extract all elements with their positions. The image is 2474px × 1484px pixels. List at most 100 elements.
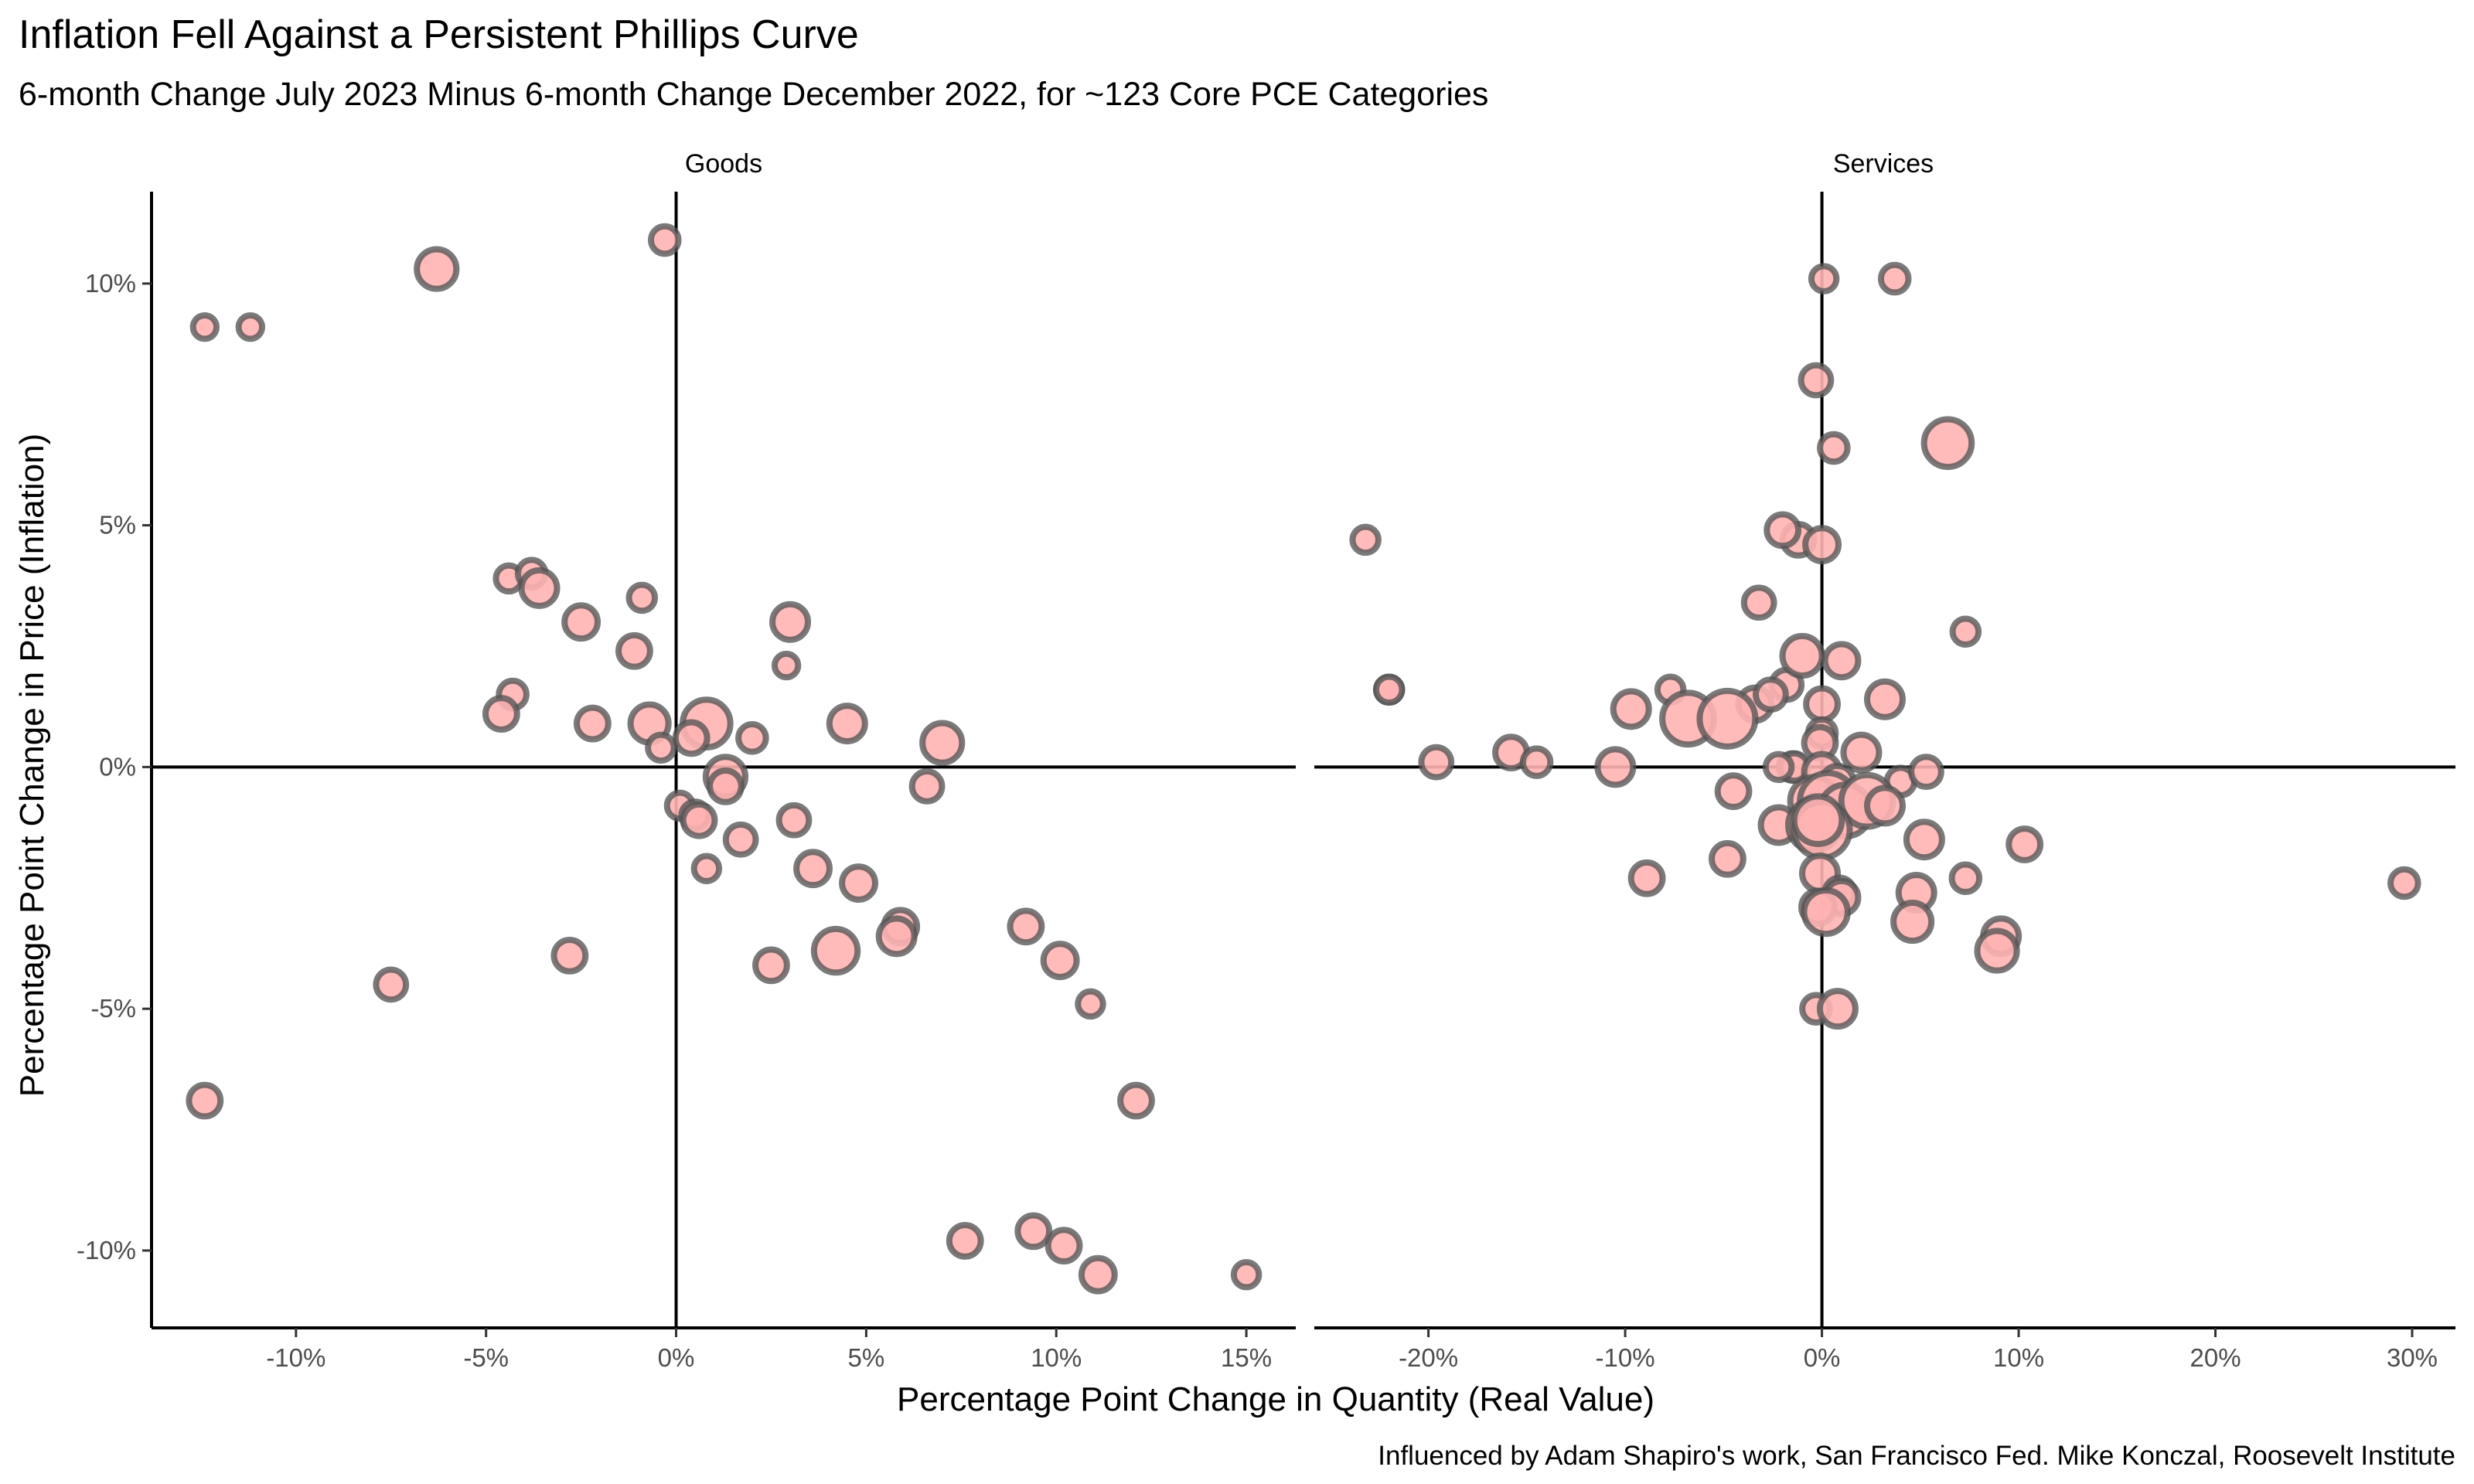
data-point	[2005, 825, 2044, 863]
data-point	[1840, 731, 1883, 774]
data-point	[722, 821, 759, 858]
panel-label-services: Services	[1833, 149, 1934, 179]
data-point	[1519, 745, 1554, 779]
data-point	[875, 915, 918, 958]
data-point	[186, 1081, 224, 1120]
data-point	[645, 731, 677, 764]
data-point	[769, 601, 812, 643]
x-tick-label: 0%	[658, 1343, 695, 1372]
data-point	[1627, 859, 1666, 897]
data-point	[1117, 1081, 1155, 1120]
x-tick-label: 0%	[1804, 1343, 1841, 1372]
data-point	[1594, 746, 1637, 788]
chart-subtitle: 6-month Change July 2023 Minus 6-month C…	[19, 76, 1488, 113]
data-point	[1817, 431, 1851, 465]
data-point	[1974, 928, 2020, 974]
data-point	[1802, 525, 1842, 565]
panel-services: -20% -10% 0% 10% 20% 30%	[1314, 192, 2455, 1372]
data-point	[908, 768, 946, 805]
data-point	[752, 946, 790, 985]
data-point	[1864, 785, 1906, 827]
x-tick-label: -20%	[1399, 1343, 1458, 1372]
data-point	[1791, 793, 1845, 847]
data-point	[1948, 861, 1983, 896]
panel-label-goods: Goods	[685, 149, 762, 179]
x-tick-label: -10%	[1596, 1343, 1655, 1372]
y-axis-title: Percentage Point Change in Price (Inflat…	[13, 434, 51, 1098]
y-tick-label: -5%	[90, 994, 136, 1023]
data-point	[235, 311, 266, 342]
data-point	[1075, 988, 1106, 1020]
data-point	[680, 801, 718, 839]
y-tick-label: 10%	[85, 269, 136, 298]
chart-caption: Influenced by Adam Shapiro's work, San F…	[1378, 1441, 2455, 1471]
data-point	[625, 581, 659, 614]
x-tick-label: 20%	[2189, 1343, 2241, 1372]
data-point	[1044, 1227, 1083, 1265]
data-point	[826, 703, 868, 745]
data-point	[810, 925, 861, 976]
data-point	[1349, 523, 1382, 556]
data-point	[793, 849, 833, 889]
data-point	[1418, 744, 1455, 781]
data-point	[518, 567, 561, 609]
x-tick-label: 5%	[848, 1343, 885, 1372]
data-point	[1230, 1258, 1263, 1291]
chart-title: Inflation Fell Against a Persistent Phil…	[19, 12, 859, 57]
data-point	[1920, 416, 1975, 471]
data-point	[1890, 899, 1935, 945]
x-tick-label: 15%	[1221, 1343, 1272, 1372]
data-point	[573, 704, 612, 743]
data-point	[647, 223, 682, 257]
y-tick-label: 5%	[99, 511, 136, 539]
data-point	[1078, 1254, 1118, 1295]
data-point	[839, 863, 878, 903]
data-point	[1007, 907, 1045, 946]
x-tick-label: 10%	[1993, 1343, 2044, 1372]
data-point	[1014, 1212, 1053, 1251]
data-point	[1903, 819, 1945, 861]
data-point	[1779, 632, 1825, 679]
data-point	[2387, 866, 2421, 900]
data-point	[1949, 615, 1982, 648]
x-tick-label: 30%	[2387, 1343, 2438, 1372]
x-tick-label: -10%	[266, 1343, 325, 1372]
data-point	[414, 246, 460, 292]
data-point	[189, 311, 220, 342]
data-point	[1696, 687, 1759, 750]
data-point	[1762, 751, 1795, 784]
panel-goods: -10% -5% 0% 5% 10% 15%	[152, 192, 1296, 1372]
data-point	[775, 802, 813, 839]
data-point	[771, 650, 802, 681]
data-point	[550, 936, 589, 975]
data-point	[1864, 678, 1906, 720]
data-point	[1908, 754, 1944, 790]
data-point	[690, 853, 723, 884]
data-point	[946, 1222, 984, 1260]
x-axis-title: Percentage Point Change in Quantity (Rea…	[897, 1380, 1654, 1418]
data-point	[1714, 772, 1753, 811]
data-point	[561, 602, 601, 642]
data-point	[1808, 263, 1840, 294]
data-point	[1816, 988, 1859, 1030]
data-point	[1753, 676, 1789, 713]
data-point	[1877, 261, 1912, 296]
y-tick-label: 0%	[99, 752, 136, 781]
data-point	[1040, 941, 1080, 981]
data-point	[373, 966, 410, 1003]
data-point	[1763, 511, 1802, 550]
y-tick-label: -10%	[77, 1236, 136, 1264]
data-point	[1803, 685, 1841, 723]
data-point	[919, 720, 966, 766]
y-axis: 10% 5% 0% -5% -10%	[77, 192, 153, 1328]
data-point	[1610, 688, 1652, 730]
x-tick-label: -5%	[463, 1343, 509, 1372]
data-point	[1372, 673, 1406, 706]
data-point	[707, 768, 745, 805]
data-point	[1821, 641, 1862, 681]
data-point	[1709, 839, 1746, 878]
data-point	[1798, 362, 1835, 399]
data-point	[1801, 887, 1851, 938]
x-tick-label: 10%	[1031, 1343, 1082, 1372]
